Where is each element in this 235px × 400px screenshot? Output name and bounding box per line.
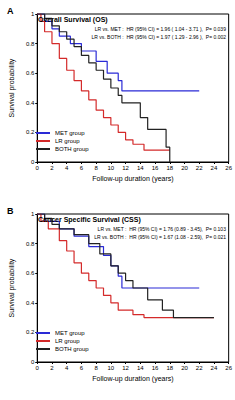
svg-text:24: 24: [211, 365, 218, 371]
svg-text:14: 14: [137, 165, 144, 171]
svg-text:8: 8: [94, 365, 98, 371]
svg-text:Survival probability: Survival probability: [8, 58, 16, 117]
svg-text:4: 4: [65, 365, 69, 371]
svg-text:16: 16: [152, 365, 159, 371]
svg-text:0: 0: [36, 165, 40, 171]
svg-text:Survival probability: Survival probability: [8, 258, 16, 317]
svg-text:0: 0: [36, 365, 40, 371]
svg-text:0.4: 0.4: [26, 100, 35, 106]
svg-text:22: 22: [196, 365, 203, 371]
svg-text:0.8: 0.8: [26, 241, 35, 247]
svg-text:8: 8: [94, 165, 98, 171]
svg-text:LR vs. MET : HR (95% CI) = 1.: LR vs. MET : HR (95% CI) = 1.76 (0.89 - …: [98, 226, 227, 232]
svg-text:Cancer Specific Survival (CSS): Cancer Specific Survival (CSS): [38, 216, 141, 224]
svg-text:0.6: 0.6: [26, 70, 35, 76]
svg-text:12: 12: [122, 165, 129, 171]
svg-text:0.2: 0.2: [26, 129, 35, 135]
svg-text:18: 18: [166, 365, 173, 371]
svg-text:6: 6: [80, 165, 84, 171]
svg-text:B: B: [7, 206, 14, 216]
svg-text:2: 2: [50, 165, 54, 171]
svg-text:Overall Survival (OS): Overall Survival (OS): [38, 16, 108, 24]
svg-text:0.6: 0.6: [26, 270, 35, 276]
svg-text:2: 2: [50, 365, 54, 371]
svg-text:26: 26: [225, 165, 232, 171]
svg-text:20: 20: [181, 365, 188, 371]
svg-text:22: 22: [196, 165, 203, 171]
svg-text:LR vs. BOTH : HR (95% CI) = 1: LR vs. BOTH : HR (95% CI) = 1.97 ( 1.29 …: [92, 34, 227, 40]
svg-text:16: 16: [152, 165, 159, 171]
svg-text:18: 18: [166, 165, 173, 171]
svg-text:10: 10: [108, 165, 115, 171]
svg-text:Follow-up duration (years): Follow-up duration (years): [92, 175, 173, 183]
svg-text:MET group: MET group: [55, 130, 85, 136]
svg-text:12: 12: [122, 365, 129, 371]
svg-text:BOTH group: BOTH group: [55, 146, 89, 152]
svg-text:MET group: MET group: [55, 330, 85, 336]
svg-text:0.2: 0.2: [26, 329, 35, 335]
svg-text:0.4: 0.4: [26, 300, 35, 306]
svg-text:LR vs. MET : HR (95% CI) = 1.: LR vs. MET : HR (95% CI) = 1.96 ( 1.04 -…: [95, 26, 226, 32]
svg-text:BOTH group: BOTH group: [55, 346, 89, 352]
svg-text:0: 0: [31, 159, 35, 165]
svg-text:0.8: 0.8: [26, 41, 35, 47]
svg-text:1: 1: [31, 211, 35, 217]
svg-text:Follow-up duration (years): Follow-up duration (years): [92, 375, 173, 383]
svg-text:1: 1: [31, 11, 35, 17]
svg-text:0: 0: [31, 359, 35, 365]
svg-text:26: 26: [225, 365, 232, 371]
svg-text:24: 24: [211, 165, 218, 171]
svg-text:LR group: LR group: [55, 338, 80, 344]
svg-text:A: A: [7, 6, 14, 16]
svg-text:10: 10: [108, 365, 115, 371]
svg-text:LR vs. BOTH : HR (95% CI) = 1: LR vs. BOTH : HR (95% CI) = 1.67 (1.08 -…: [94, 234, 226, 240]
svg-text:4: 4: [65, 165, 69, 171]
svg-text:14: 14: [137, 365, 144, 371]
svg-text:20: 20: [181, 165, 188, 171]
svg-text:6: 6: [80, 365, 84, 371]
svg-text:LR group: LR group: [55, 138, 80, 144]
